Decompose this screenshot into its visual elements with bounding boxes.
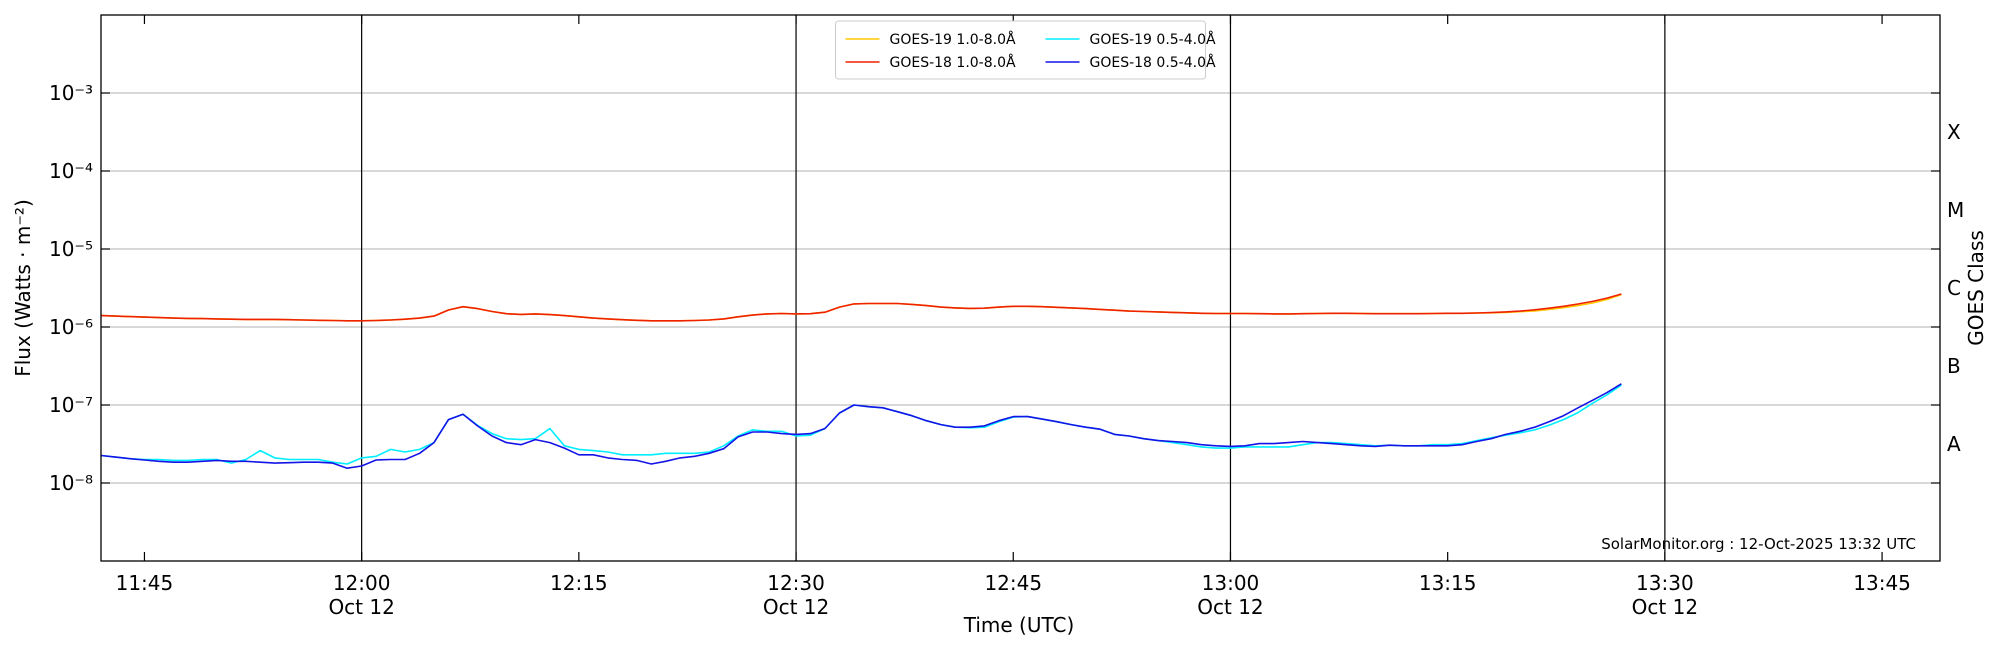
x-axis-label: Time (UTC) <box>963 613 1075 637</box>
goes-class-label: M <box>1947 198 1964 222</box>
legend-box <box>835 20 1206 80</box>
legend-label: GOES-19 1.0-8.0Å <box>890 31 1016 48</box>
x-tick-sublabel: Oct 12 <box>328 595 394 619</box>
plot-frame <box>100 14 1941 562</box>
goes-class-label: A <box>1947 432 1961 456</box>
y-axis-label: Flux (Watts · m⁻²) <box>11 199 35 377</box>
x-tick-label: 13:30 <box>1636 571 1694 595</box>
x-tick-sublabel: Oct 12 <box>1632 595 1698 619</box>
series-line <box>100 293 1622 322</box>
series-line <box>100 293 1622 322</box>
x-tick-label: 12:30 <box>767 571 825 595</box>
y-tick-label: 10⁻⁴ <box>49 159 93 183</box>
goes-class-label: B <box>1947 354 1961 378</box>
annotation: SolarMonitor.org : 12-Oct-2025 13:32 UTC <box>1601 535 1916 553</box>
x-tick-sublabel: Oct 12 <box>1197 595 1263 619</box>
y-tick-label: 10⁻⁸ <box>49 471 93 495</box>
x-tick-label: 13:00 <box>1202 571 1260 595</box>
legend-label: GOES-19 0.5-4.0Å <box>1090 31 1216 48</box>
y-tick-label: 10⁻⁶ <box>49 315 93 339</box>
series-line <box>100 383 1622 469</box>
x-tick-label: 12:45 <box>984 571 1042 595</box>
y-tick-label: 10⁻³ <box>49 81 93 105</box>
goes-class-label: C <box>1947 276 1961 300</box>
x-tick-sublabel: Oct 12 <box>763 595 829 619</box>
series-line <box>100 384 1622 465</box>
y-tick-label: 10⁻⁷ <box>49 393 93 417</box>
x-tick-label: 13:15 <box>1419 571 1477 595</box>
x-tick-label: 12:15 <box>550 571 608 595</box>
goes-class-label: X <box>1947 120 1961 144</box>
x-tick-label: 13:45 <box>1853 571 1911 595</box>
y-tick-label: 10⁻⁵ <box>49 237 93 261</box>
x-tick-label: 11:45 <box>116 571 174 595</box>
x-tick-label: 12:00 <box>333 571 391 595</box>
legend-label: GOES-18 0.5-4.0Å <box>1090 54 1216 71</box>
legend-label: GOES-18 1.0-8.0Å <box>890 54 1016 71</box>
legend: GOES-19 1.0-8.0Å GOES-18 1.0-8.0Å GOES-19 … <box>835 20 1216 80</box>
y2-axis-label: GOES Class <box>1964 230 1988 346</box>
